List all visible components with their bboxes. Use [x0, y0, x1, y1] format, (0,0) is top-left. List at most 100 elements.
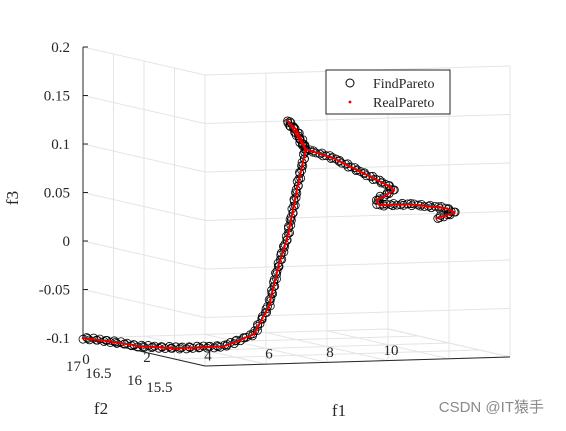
- realpareto-point: [280, 254, 283, 258]
- realpareto-point: [302, 158, 305, 162]
- grid-line: [82, 289, 206, 318]
- realpareto-point: [398, 203, 402, 206]
- realpareto-point: [292, 129, 296, 133]
- realpareto-point: [442, 214, 446, 218]
- watermark: CSDN @IT猿手: [438, 399, 544, 416]
- realpareto-point: [301, 161, 305, 164]
- realpareto-point: [408, 202, 412, 206]
- realpareto-point: [343, 162, 347, 166]
- realpareto-point: [114, 340, 117, 344]
- realpareto-point: [289, 217, 293, 221]
- realpareto-point: [327, 155, 330, 158]
- realpareto-point: [283, 244, 286, 248]
- grid-line: [204, 211, 511, 221]
- realpareto-point: [388, 185, 392, 189]
- realpareto-point: [303, 146, 307, 150]
- z-tick-label: 0: [63, 234, 71, 250]
- realpareto-point: [295, 134, 299, 137]
- x-axis-label: f1: [332, 401, 346, 420]
- realpareto-point: [312, 150, 316, 154]
- realpareto-point: [322, 153, 326, 157]
- realpareto-point: [146, 345, 150, 348]
- realpareto-point: [217, 345, 220, 348]
- realpareto-point: [164, 346, 167, 349]
- findpareto-marker: [230, 336, 240, 346]
- realpareto-point: [315, 151, 318, 154]
- grid-line: [174, 349, 480, 360]
- realpareto-point: [266, 305, 270, 309]
- realpareto-point: [279, 256, 283, 260]
- realpareto-point: [446, 207, 449, 210]
- realpareto-point: [276, 266, 280, 270]
- findpareto-marker: [359, 169, 369, 179]
- realpareto-point: [379, 195, 383, 199]
- grid-line: [82, 95, 206, 124]
- realpareto-point: [199, 345, 203, 349]
- realpareto-point: [174, 346, 178, 350]
- realpareto-point: [243, 336, 247, 340]
- realpareto-point: [260, 316, 264, 320]
- realpareto-point: [366, 173, 369, 177]
- realpareto-point: [99, 338, 102, 342]
- realpareto-point: [294, 193, 298, 196]
- realpareto-point: [297, 178, 301, 181]
- realpareto-point: [436, 205, 439, 209]
- realpareto-point: [231, 341, 235, 344]
- realpareto-point: [292, 205, 295, 209]
- realpareto-point: [310, 149, 314, 153]
- realpareto-point: [293, 200, 296, 204]
- realpareto-point: [166, 346, 170, 349]
- grid-line: [82, 143, 206, 173]
- realpareto-point: [350, 165, 353, 169]
- y-tick-label: 16.5: [85, 366, 111, 382]
- realpareto-point: [269, 298, 272, 302]
- realpareto-point: [375, 178, 378, 181]
- findpareto-marker: [160, 344, 170, 353]
- realpareto-point: [270, 293, 273, 297]
- realpareto-point: [207, 345, 210, 349]
- grid-line: [204, 308, 511, 318]
- realpareto-point: [421, 204, 424, 207]
- realpareto-point: [363, 172, 367, 176]
- realpareto-point: [303, 153, 306, 157]
- realpareto-point: [437, 215, 441, 219]
- realpareto-point: [212, 345, 215, 349]
- realpareto-point: [96, 338, 100, 342]
- realpareto-point: [144, 345, 147, 348]
- realpareto-point: [154, 345, 157, 349]
- realpareto-point: [171, 346, 175, 350]
- realpareto-point: [81, 336, 85, 340]
- realpareto-trace: [82, 120, 456, 349]
- realpareto-point: [352, 167, 356, 170]
- x-tick-label: 2: [143, 350, 151, 366]
- realpareto-point: [229, 342, 233, 345]
- realpareto-point: [250, 333, 254, 337]
- z-tick-label: 0.1: [51, 137, 70, 153]
- realpareto-point: [305, 148, 309, 151]
- realpareto-point: [288, 225, 291, 228]
- realpareto-point: [252, 332, 256, 336]
- realpareto-point: [291, 210, 294, 214]
- realpareto-point: [264, 310, 268, 313]
- y-tick-label: 17: [66, 359, 82, 375]
- realpareto-point: [317, 152, 321, 155]
- realpareto-point: [194, 346, 198, 349]
- realpareto-point: [334, 157, 338, 161]
- realpareto-point: [341, 161, 344, 164]
- realpareto-point: [423, 204, 427, 208]
- grid-line: [82, 328, 389, 339]
- realpareto-point: [299, 140, 303, 144]
- realpareto-point: [450, 209, 454, 213]
- realpareto-point: [435, 216, 439, 220]
- realpareto-point: [400, 203, 404, 206]
- realpareto-point: [308, 149, 311, 152]
- realpareto-point: [209, 345, 213, 349]
- realpareto-point: [271, 286, 275, 289]
- realpareto-point: [101, 339, 105, 342]
- realpareto-point: [202, 345, 205, 349]
- grid-line: [204, 162, 511, 173]
- realpareto-point: [338, 160, 342, 163]
- realpareto-point: [403, 203, 407, 206]
- series-layer: [78, 116, 460, 354]
